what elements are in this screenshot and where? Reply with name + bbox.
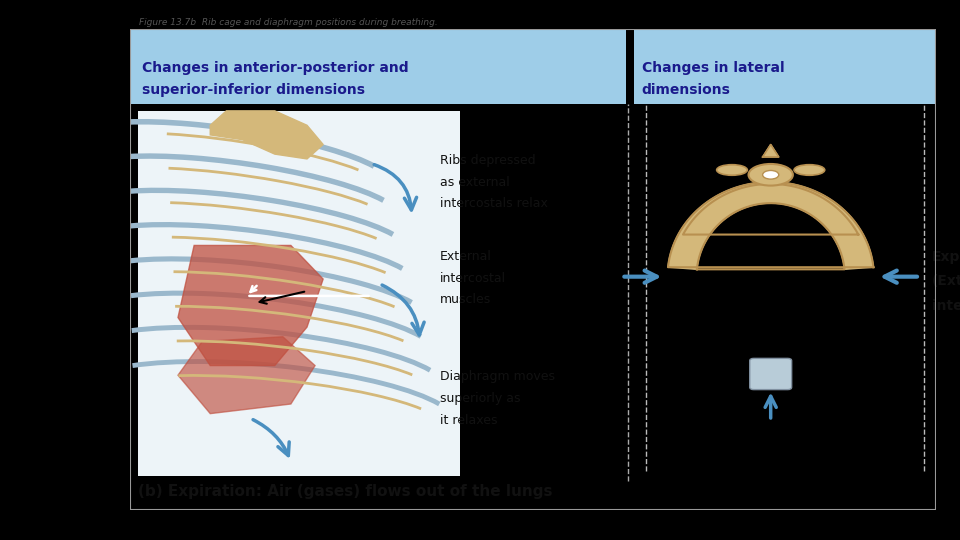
- Text: superior-inferior dimensions: superior-inferior dimensions: [142, 83, 365, 97]
- Polygon shape: [210, 111, 324, 159]
- Polygon shape: [683, 184, 858, 242]
- Text: it relaxes: it relaxes: [440, 414, 497, 427]
- Text: superiorly as: superiorly as: [440, 392, 520, 405]
- Text: Changes in lateral: Changes in lateral: [641, 60, 784, 75]
- FancyBboxPatch shape: [634, 29, 936, 104]
- Text: Figure 13.7b  Rib cage and diaphragm positions during breathing.: Figure 13.7b Rib cage and diaphragm posi…: [139, 18, 438, 27]
- Ellipse shape: [717, 165, 747, 176]
- FancyBboxPatch shape: [137, 111, 460, 476]
- Text: (External: (External: [932, 274, 960, 288]
- Text: muscles: muscles: [440, 293, 492, 307]
- FancyBboxPatch shape: [750, 359, 792, 390]
- Polygon shape: [178, 337, 315, 414]
- Polygon shape: [762, 145, 779, 157]
- Text: Diaphragm moves: Diaphragm moves: [440, 370, 555, 383]
- FancyBboxPatch shape: [130, 29, 626, 104]
- Text: dimensions: dimensions: [641, 83, 731, 97]
- Text: intercostals relax): intercostals relax): [932, 299, 960, 313]
- Ellipse shape: [762, 171, 779, 179]
- Text: External: External: [440, 250, 492, 263]
- Text: Changes in anterior-posterior and: Changes in anterior-posterior and: [142, 60, 408, 75]
- Text: intercostal: intercostal: [440, 272, 506, 285]
- Text: (b) Expiration: Air (gases) flows out of the lungs: (b) Expiration: Air (gases) flows out of…: [137, 484, 552, 499]
- Text: as external: as external: [440, 176, 510, 189]
- Ellipse shape: [794, 165, 825, 176]
- Polygon shape: [668, 182, 874, 269]
- Text: Ribs depressed: Ribs depressed: [440, 154, 536, 167]
- Text: Expiration: Expiration: [932, 251, 960, 265]
- Polygon shape: [178, 245, 324, 366]
- Ellipse shape: [749, 164, 793, 186]
- Text: intercostals relax: intercostals relax: [440, 197, 548, 211]
